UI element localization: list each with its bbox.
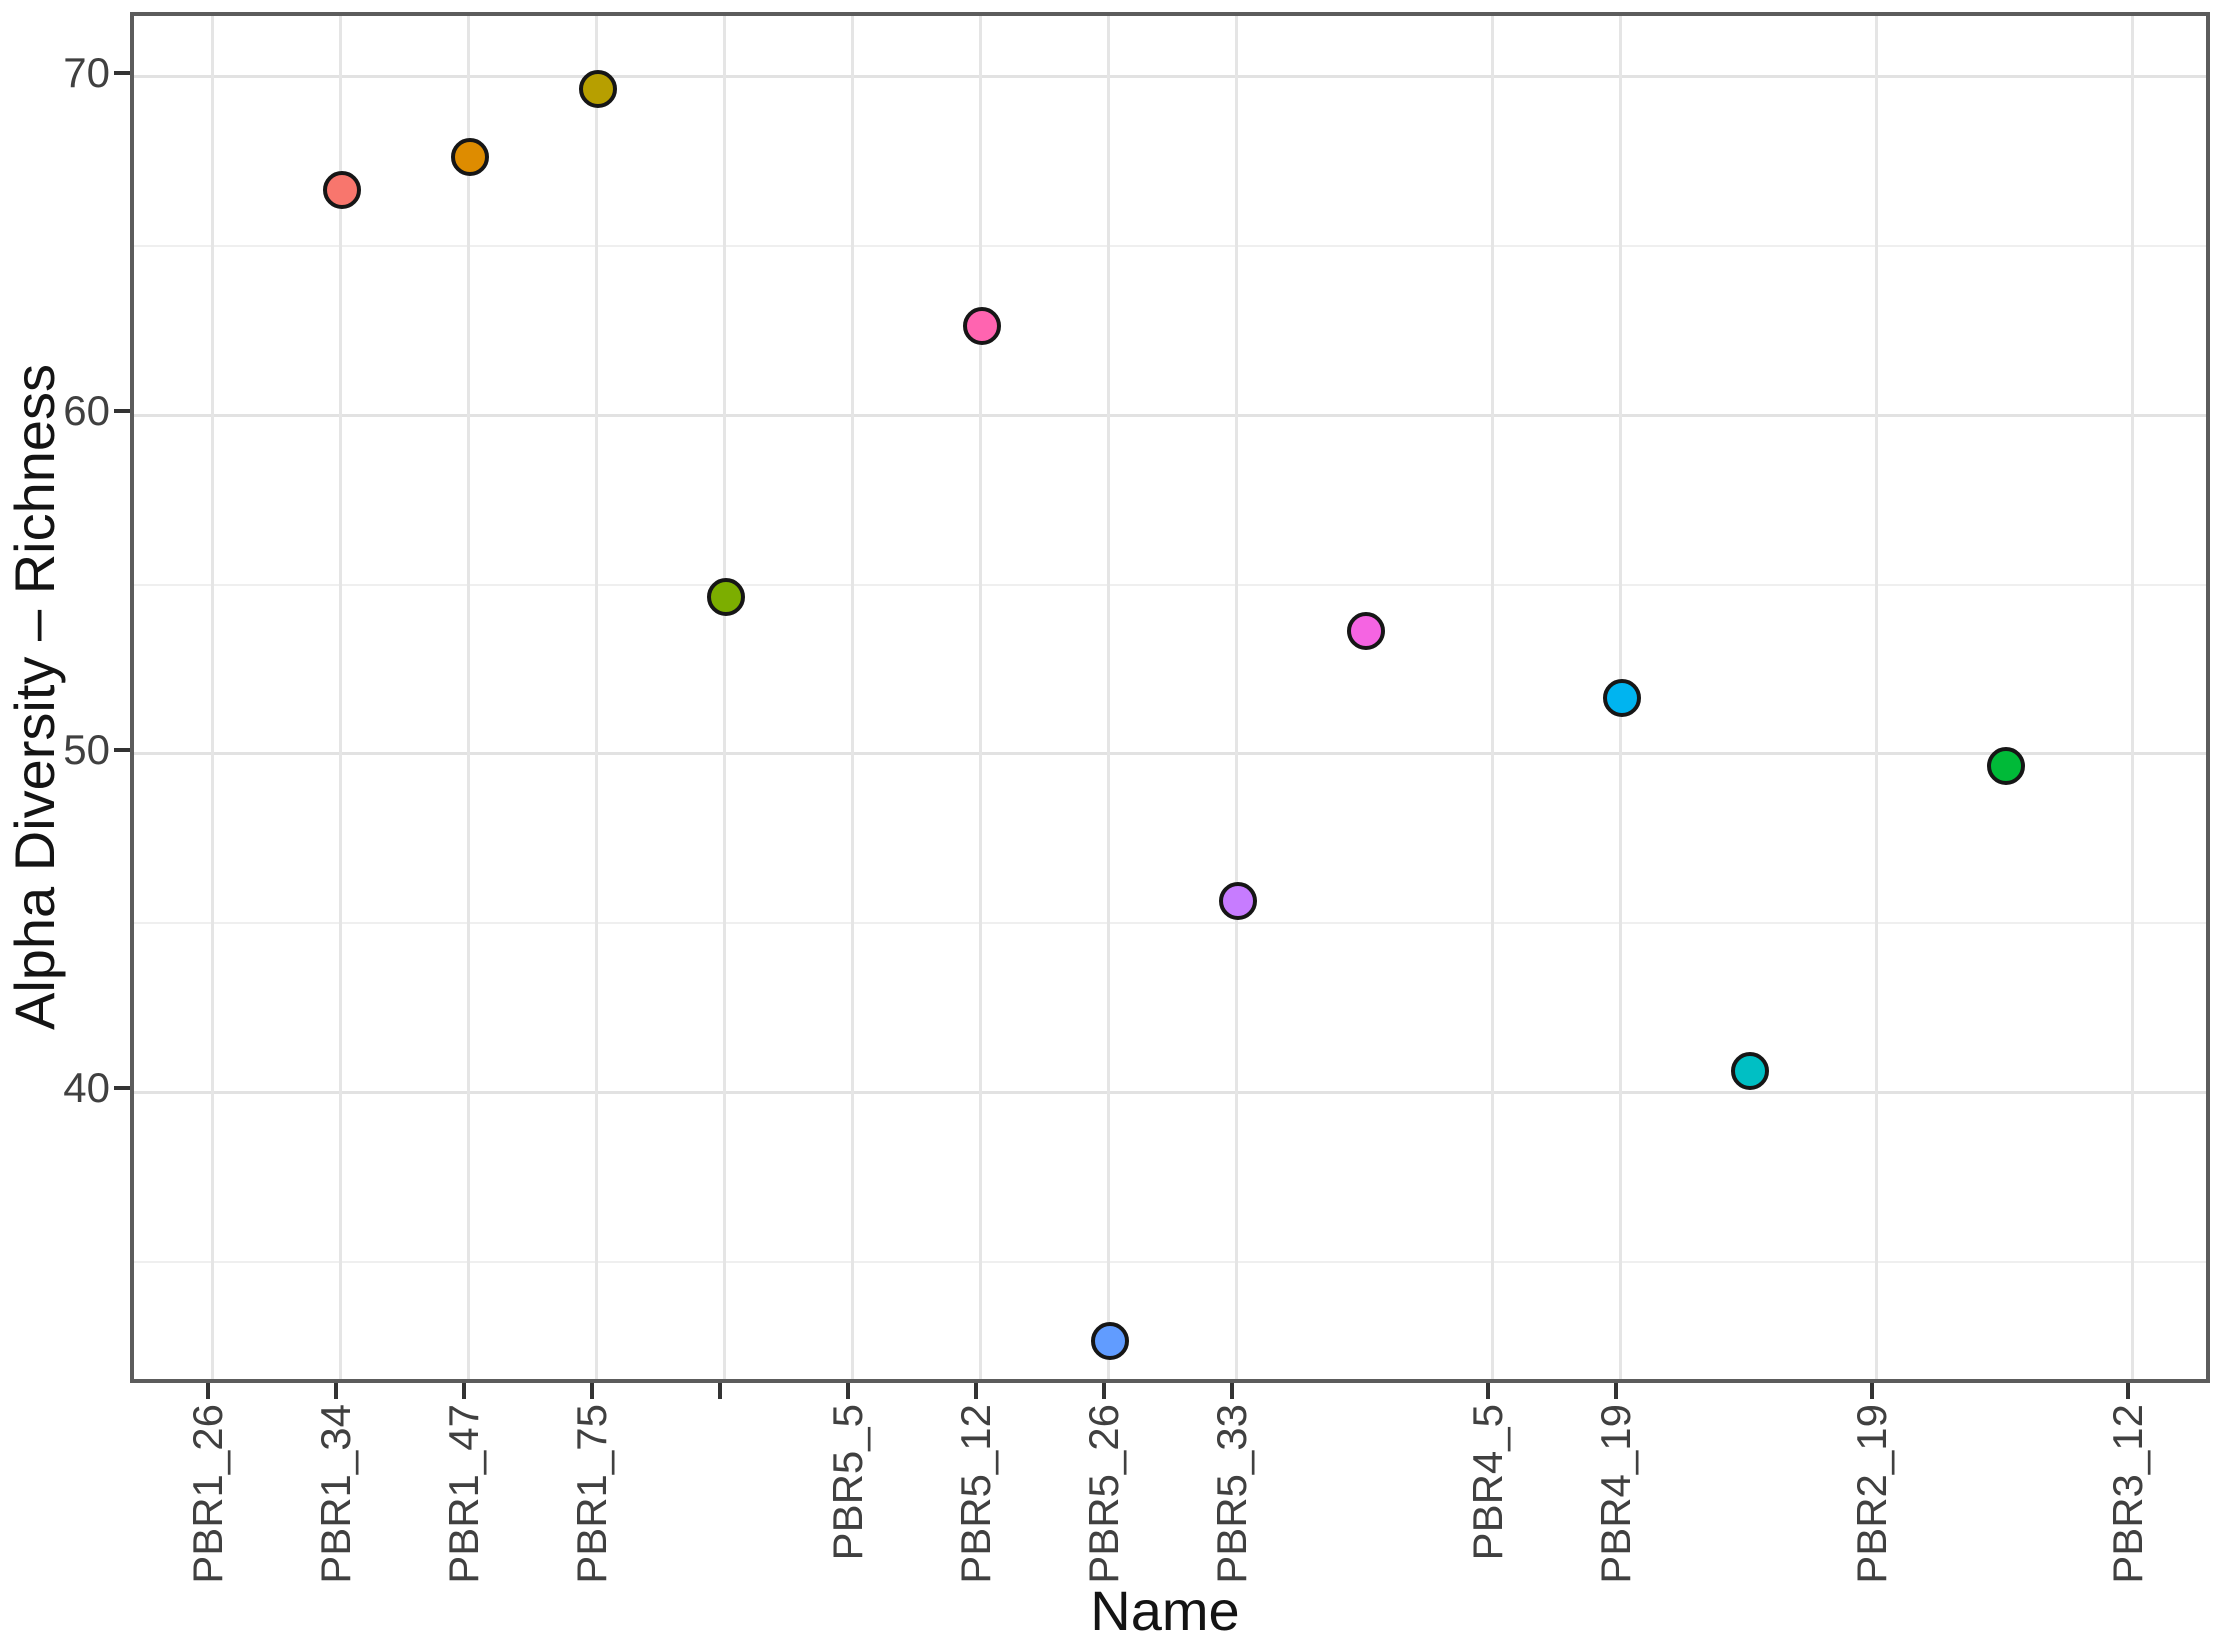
x-tick-label-PBR3_12: PBR3_12: [2104, 1404, 2151, 1584]
x-tick-slot1: [206, 1383, 210, 1399]
gridline-major-y50: [134, 752, 2206, 756]
data-point-PBR1_75: [707, 577, 745, 616]
x-tick-slot2: [334, 1383, 338, 1399]
gridline-x-slot14: [1874, 16, 1878, 1379]
x-tick-slot3: [462, 1383, 466, 1399]
gridline-x-slot16: [2130, 16, 2134, 1379]
x-tick-label-PBR4_5: PBR4_5: [1464, 1404, 1511, 1561]
gridline-major-y60: [134, 413, 2206, 417]
y-tick-label-50: 50: [63, 725, 110, 773]
x-tick-slot9: [1230, 1383, 1234, 1399]
gridline-minor-y55: [134, 583, 2206, 586]
x-tick-slot6: [846, 1383, 850, 1399]
x-tick-label-PBR4_19: PBR4_19: [1592, 1404, 1639, 1584]
x-tick-slot12: [1614, 1383, 1618, 1399]
gridline-x-slot1: [210, 16, 214, 1379]
x-tick-label-PBR1_75: PBR1_75: [568, 1404, 615, 1584]
x-tick-slot14: [1870, 1383, 1874, 1399]
x-tick-slot16: [2126, 1383, 2130, 1399]
gridline-minor-y65: [134, 245, 2206, 248]
y-tick-70: [114, 70, 130, 75]
x-tick-slot4: [590, 1383, 594, 1399]
data-point-PBR1_47: [579, 69, 617, 108]
data-point-PBR5_33: [1347, 611, 1385, 650]
gridline-minor-y45: [134, 922, 2206, 925]
y-axis-title: Alpha Diversity – Richness: [3, 363, 66, 1031]
y-tick-label-40: 40: [63, 1064, 110, 1112]
x-tick-slot7: [974, 1383, 978, 1399]
gridline-x-slot9: [1234, 16, 1238, 1379]
y-tick-label-70: 70: [63, 48, 110, 96]
gridline-x-slot5: [722, 16, 726, 1379]
gridline-x-slot7: [978, 16, 982, 1379]
x-tick-slot11: [1486, 1383, 1490, 1399]
data-point-PBR1_26: [323, 171, 361, 210]
gridline-x-slot2: [338, 16, 342, 1379]
x-tick-label-PBR1_26: PBR1_26: [184, 1404, 231, 1584]
data-point-PBR4_19: [1731, 1051, 1769, 1090]
x-axis-title: Name: [1090, 1579, 1240, 1642]
data-point-PBR4_5: [1603, 679, 1641, 718]
gridline-x-slot8: [1106, 16, 1110, 1379]
x-tick-label-PBR1_34: PBR1_34: [312, 1404, 359, 1584]
y-tick-60: [114, 409, 130, 414]
data-point-PBR5_5: [963, 306, 1001, 345]
gridline-x-slot3: [466, 16, 470, 1379]
data-point-PBR1_34: [451, 137, 489, 176]
data-point-PBR5_12: [1091, 1322, 1129, 1361]
gridline-minor-y35: [134, 1260, 2206, 1263]
y-tick-40: [114, 1086, 130, 1091]
x-tick-slot8: [1102, 1383, 1106, 1399]
gridline-major-y40: [134, 1090, 2206, 1094]
data-point-PBR2_19: [1987, 746, 2025, 785]
data-point-PBR5_26: [1219, 882, 1257, 921]
y-tick-label-60: 60: [63, 387, 110, 435]
x-tick-label-PBR2_19: PBR2_19: [1848, 1404, 1895, 1584]
y-tick-50: [114, 747, 130, 752]
x-tick-slot5: [718, 1383, 722, 1399]
gridline-x-slot4: [594, 16, 598, 1379]
x-tick-label-PBR1_47: PBR1_47: [440, 1404, 487, 1584]
gridline-x-slot11: [1490, 16, 1494, 1379]
gridline-major-y70: [134, 75, 2206, 79]
plot-panel: [130, 12, 2210, 1383]
gridline-x-slot6: [850, 16, 854, 1379]
